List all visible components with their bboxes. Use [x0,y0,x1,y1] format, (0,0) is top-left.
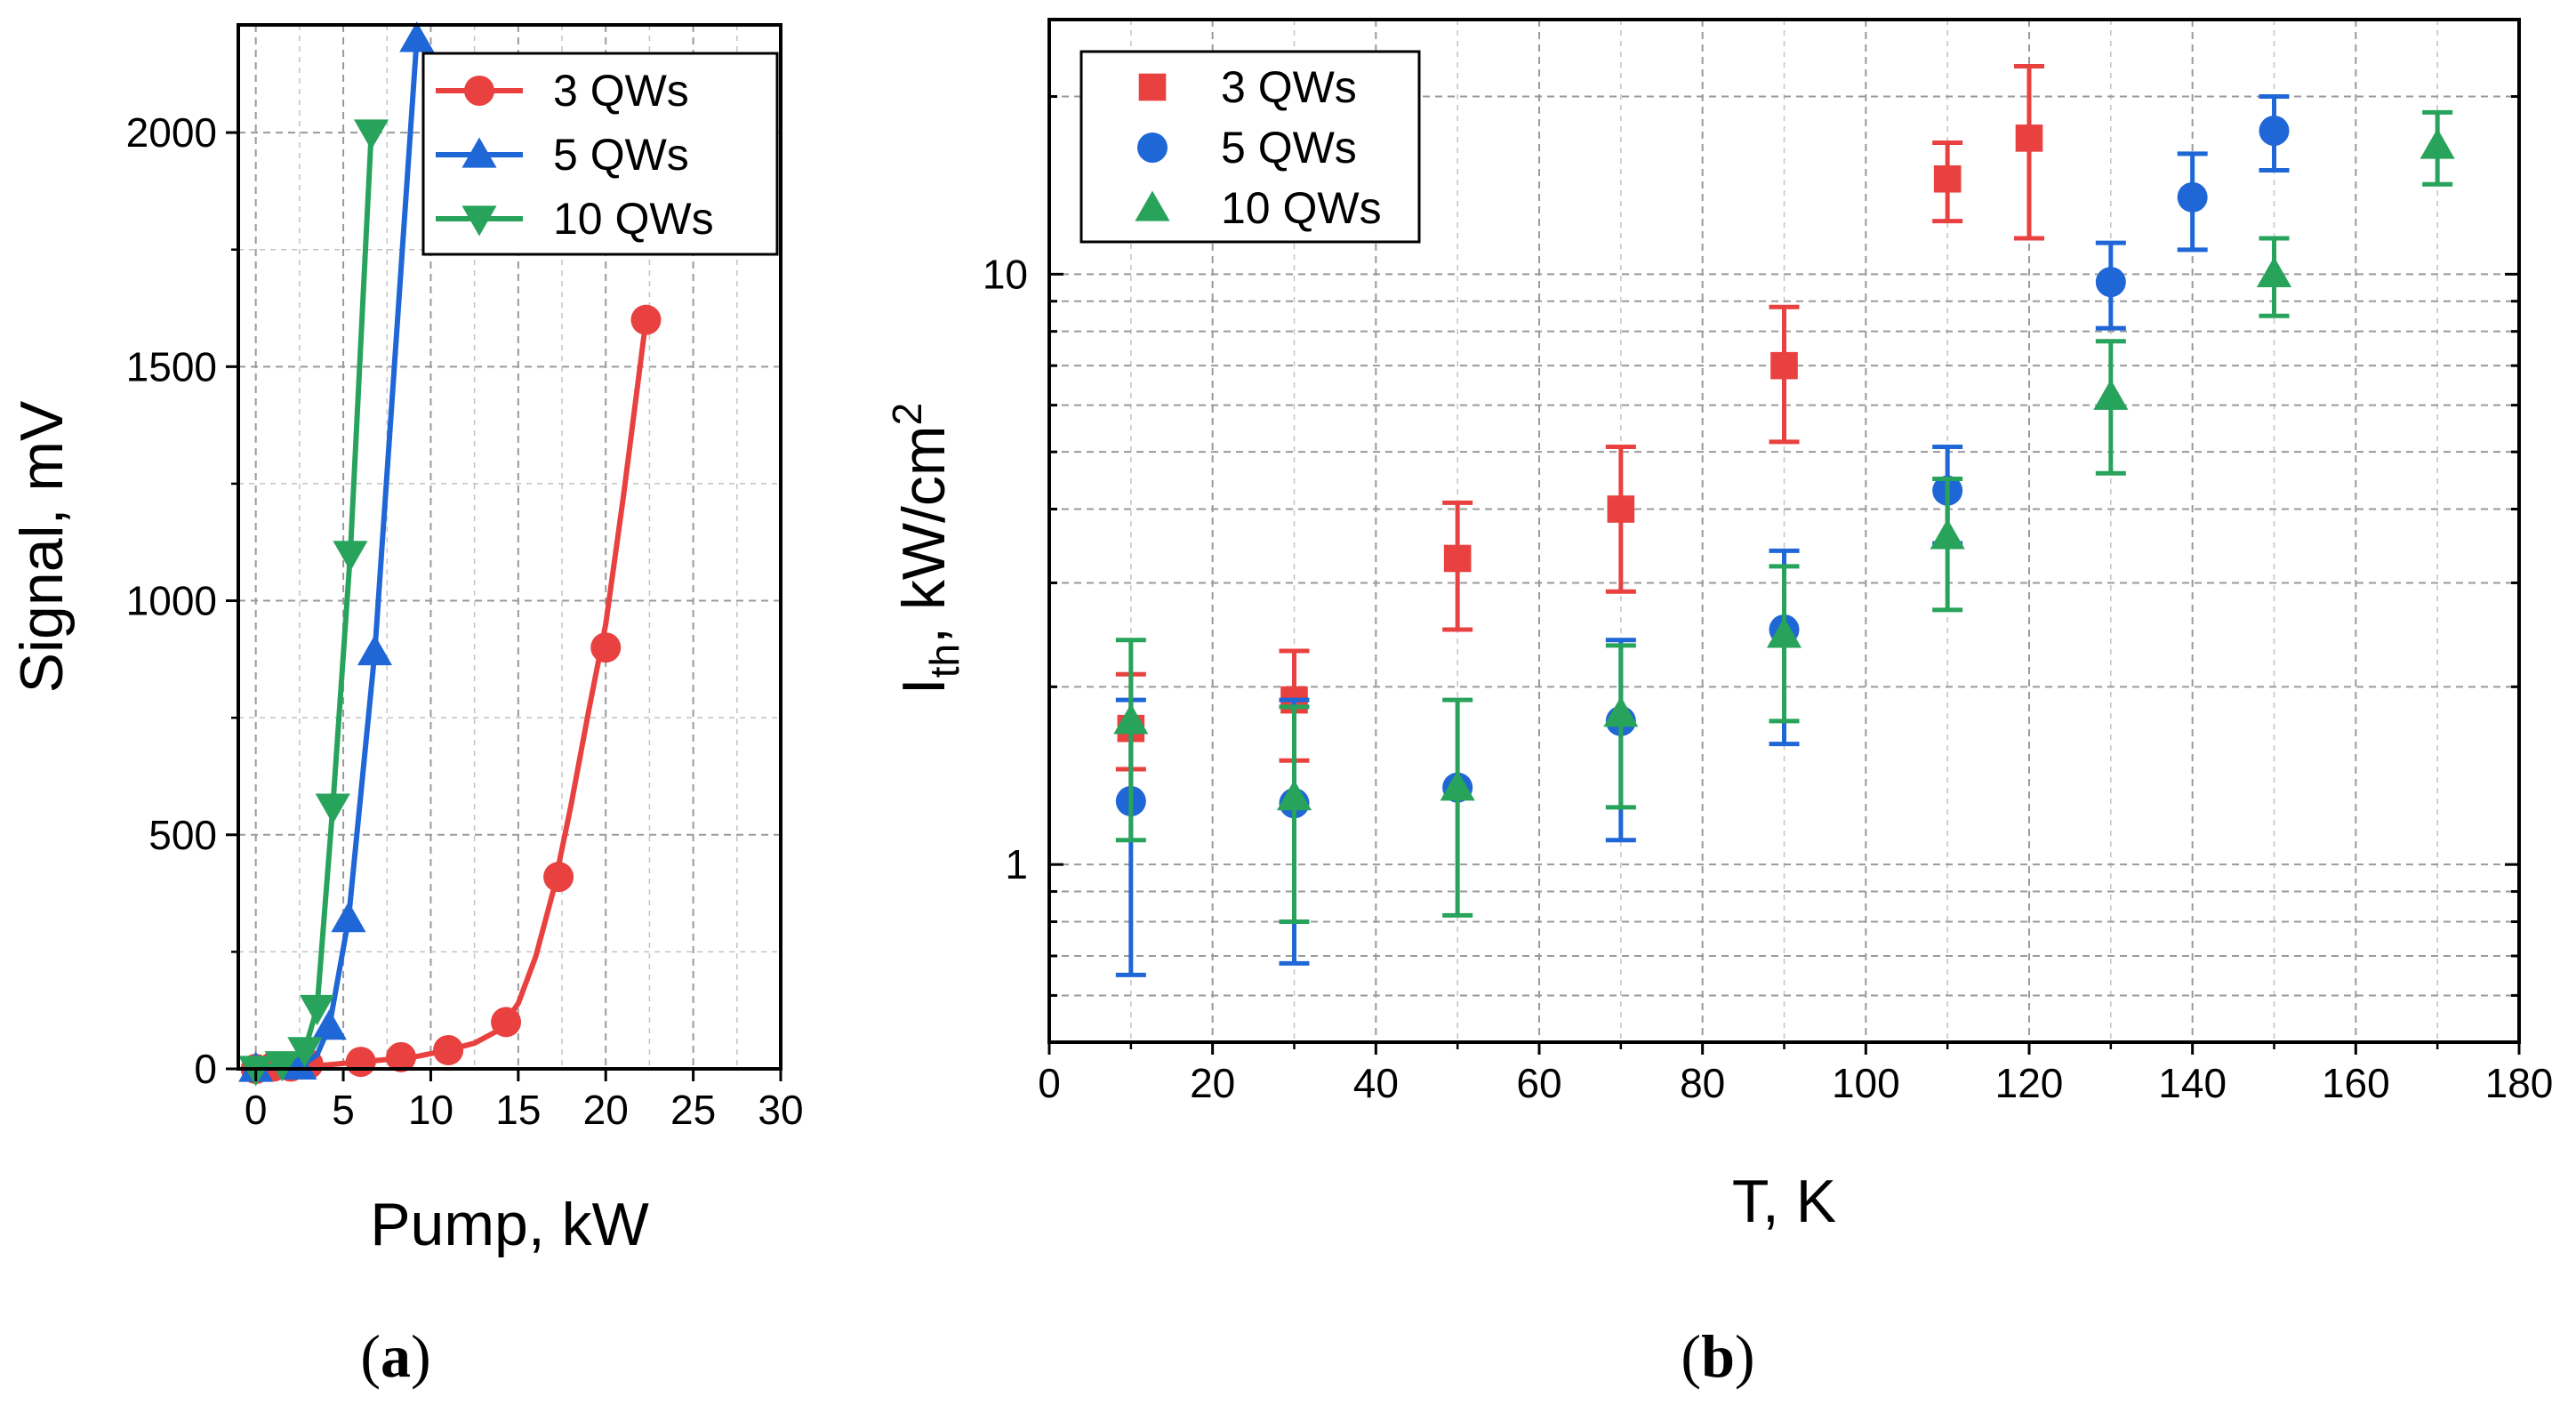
series-3-qws [240,304,662,1084]
legend-marker [461,205,497,237]
data-point [2177,181,2208,213]
legend-item: 10 QWs [436,194,714,244]
data-point [357,634,393,666]
data-point [590,632,622,663]
x-tick-label: 20 [583,1087,629,1133]
y-tick-label: 10 [983,251,1028,297]
error-bar [1115,638,1146,843]
data-point [1933,165,1962,193]
series-line [255,38,420,1072]
data-point [299,994,335,1026]
x-tick-label: 30 [758,1087,803,1133]
legend-label: 3 QWs [1221,62,1357,112]
legend-item: 5 QWs [436,130,689,180]
data-point [331,901,366,933]
panel-a-chart: 0 5 10 15 20 25 30 0 500 1000 1500 2000 Pump, kW Sign… [8,21,804,1390]
data-point [630,304,662,335]
x-tick-label: 20 [1190,1060,1235,1106]
x-axis-label: Pump, kW [370,1191,649,1258]
data-point [2015,124,2043,152]
x-tick-label: 100 [1832,1060,1900,1106]
x-tick-label: 40 [1353,1060,1399,1106]
data-point [2093,379,2129,410]
legend: 3 QWs 5 QWs 10 QWs [421,52,779,256]
x-axis-label: T, K [1732,1168,1836,1235]
x-tick-label: 0 [1038,1060,1061,1106]
data-point [1607,495,1635,523]
data-point [2259,116,2290,147]
series-10-qws [1113,109,2455,925]
legend-item: 5 QWs [1137,123,1357,173]
y-tick-label: 1500 [126,343,217,389]
data-point [1440,770,1475,801]
x-tick-label: 160 [2322,1060,2390,1106]
legend-marker [464,76,494,106]
series-5-qws [238,21,435,1082]
data-point [2420,128,2455,159]
data-point [543,862,574,893]
data-point [315,793,350,824]
data-point [1603,696,1639,727]
series-10-qws [238,119,389,1087]
panel-a-frame [237,23,782,1071]
x-tick-label: 60 [1516,1060,1561,1106]
data-point [345,1047,376,1078]
data-point [1276,779,1312,811]
data-point [287,1037,323,1068]
legend-item: 10 QWs [1135,183,1382,233]
x-tick-label: 80 [1680,1060,1725,1106]
data-point [399,21,435,52]
data-point [1443,544,1472,573]
data-point [386,1041,416,1072]
data-point [2256,256,2292,288]
error-bar [1442,697,1473,918]
legend-item: 3 QWs [1138,62,1357,112]
x-tick-label: 120 [1995,1060,2064,1106]
data-point [1930,518,1965,550]
data-point [1766,617,1802,648]
error-bar [2014,64,2044,241]
legend-item: 3 QWs [436,66,689,116]
data-point [333,541,368,572]
legend: 3 QWs 5 QWs 10 QWs [1079,50,1421,244]
series-line [255,319,649,1072]
x-tick-label: 15 [495,1087,541,1133]
legend-label: 10 QWs [1221,183,1382,233]
y-tick-label: 0 [194,1046,217,1092]
legend-marker [1135,190,1170,221]
x-tick-label: 25 [670,1087,716,1133]
y-tick-label: 1 [1005,841,1028,887]
x-tick-label: 0 [245,1087,268,1133]
x-tick-label: 140 [2158,1060,2227,1106]
legend-marker [1137,132,1168,163]
x-tick-label: 10 [408,1087,453,1133]
panel-b-chart: 0 20 40 60 80 100 120 140 160 180 1 10 T, K Ith, kW/c… [884,18,2554,1390]
data-point [311,1009,347,1040]
data-point [2095,267,2126,298]
data-point [433,1034,464,1065]
legend-marker [1138,73,1167,101]
y-tick-label: 1000 [126,578,217,624]
data-point [353,119,389,150]
legend-marker [461,137,497,168]
x-tick-label: 5 [332,1087,355,1133]
legend-label: 3 QWs [553,66,689,116]
y-axis-label: Ith, kW/cm2 [884,403,967,694]
x-tick-label: 180 [2485,1060,2554,1106]
data-point [1770,351,1798,380]
legend-label: 5 QWs [1221,123,1357,173]
error-bar [1279,704,1310,925]
data-point [491,1007,522,1038]
y-axis-label: Signal, mV [8,400,76,693]
y-tick-label: 500 [148,812,217,858]
legend-label: 5 QWs [553,130,689,180]
data-point [282,1048,317,1080]
legend-label: 10 QWs [553,194,714,244]
y-tick-label: 2000 [126,109,217,156]
panel-b-label: (b) [1681,1322,1754,1390]
panel-a-label: (a) [360,1322,430,1390]
data-point [1113,703,1149,735]
data-point [264,1051,300,1082]
